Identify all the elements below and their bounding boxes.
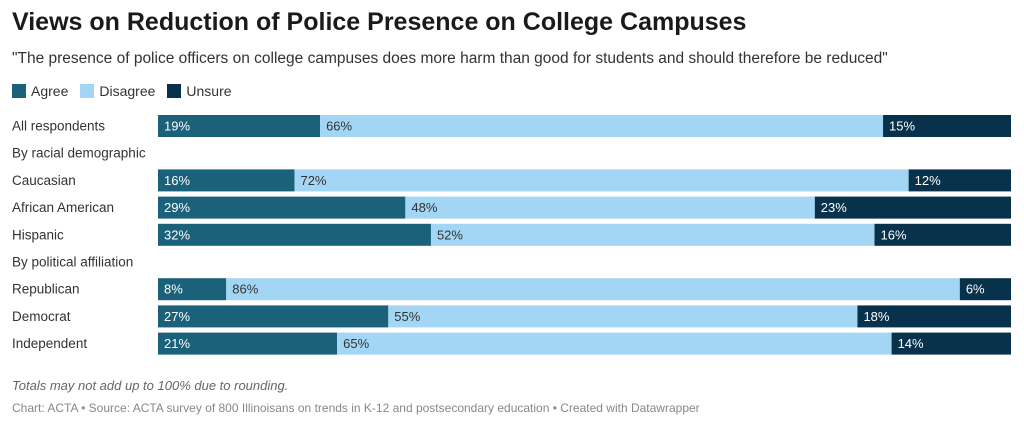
- data-label-unsure-hispanic: 16%: [881, 227, 907, 242]
- legend-label-disagree: Disagree: [99, 83, 156, 99]
- row-label: Hispanic: [12, 227, 64, 242]
- data-label-agree-independent: 21%: [164, 336, 190, 351]
- bar-agree-african-american: [158, 196, 406, 219]
- data-label-unsure-republican: 6%: [966, 282, 985, 297]
- data-label-disagree-african-american: 48%: [411, 200, 437, 215]
- legend-item-disagree: Disagree: [80, 83, 155, 99]
- legend-label-unsure: Unsure: [186, 83, 232, 99]
- bar-disagree-caucasian: [294, 169, 909, 192]
- row-label: Independent: [12, 336, 87, 351]
- row-label: Democrat: [12, 309, 71, 324]
- bar-agree-republican: [158, 278, 227, 301]
- chart-footer: Chart: ACTA • Source: ACTA survey of 800…: [12, 401, 700, 415]
- legend-item-agree: Agree: [12, 83, 68, 99]
- data-label-disagree-democrat: 55%: [394, 309, 420, 324]
- data-label-agree-african-american: 29%: [164, 200, 190, 215]
- data-label-disagree-republican: 86%: [232, 282, 258, 297]
- bar-agree-independent: [158, 332, 338, 355]
- row-label: Caucasian: [12, 173, 76, 188]
- chart-title: Views on Reduction of Police Presence on…: [12, 8, 747, 36]
- bar-disagree-democrat: [388, 305, 858, 328]
- bar-agree-democrat: [158, 305, 389, 328]
- bar-unsure-all-respondents: [883, 115, 1011, 137]
- legend-swatch-disagree: [80, 84, 95, 98]
- legend: Agree Disagree Unsure: [12, 83, 232, 99]
- data-label-agree-republican: 8%: [164, 282, 183, 297]
- data-label-disagree-all-respondents: 66%: [326, 119, 352, 134]
- group-header-label: By political affiliation: [12, 255, 133, 270]
- data-label-agree-hispanic: 32%: [164, 227, 190, 242]
- data-label-disagree-hispanic: 52%: [437, 227, 463, 242]
- bar-unsure-african-american: [814, 196, 1011, 219]
- row-label: All respondents: [12, 119, 105, 134]
- bar-agree-all-respondents: [158, 115, 321, 137]
- data-label-unsure-all-respondents: 15%: [889, 119, 915, 134]
- data-label-unsure-caucasian: 12%: [915, 173, 941, 188]
- data-label-unsure-democrat: 18%: [863, 309, 889, 324]
- data-label-agree-democrat: 27%: [164, 309, 190, 324]
- bar-disagree-all-respondents: [320, 115, 884, 137]
- stacked-bar-chart: All respondents 19% 66% 15% By racial demogr…: [12, 115, 1011, 355]
- row-label: African American: [12, 200, 114, 215]
- legend-swatch-agree: [12, 84, 26, 98]
- legend-label-agree: Agree: [31, 83, 69, 99]
- legend-item-unsure: Unsure: [167, 83, 232, 99]
- data-label-agree-all-respondents: 19%: [164, 119, 190, 134]
- bar-unsure-republican: [959, 278, 1011, 301]
- bar-disagree-hispanic: [430, 223, 875, 246]
- bar-agree-hispanic: [158, 223, 431, 246]
- group-header-label: By racial demographic: [12, 146, 146, 161]
- rounding-note: Totals may not add up to 100% due to rou…: [12, 378, 289, 393]
- bar-unsure-democrat: [857, 305, 1011, 328]
- legend-swatch-unsure: [167, 84, 182, 98]
- bar-unsure-caucasian: [908, 169, 1011, 192]
- data-label-disagree-caucasian: 72%: [300, 173, 326, 188]
- row-label: Republican: [12, 282, 80, 297]
- bar-disagree-republican: [226, 278, 960, 301]
- bar-disagree-african-american: [405, 196, 815, 219]
- data-label-agree-caucasian: 16%: [164, 173, 190, 188]
- bar-disagree-independent: [337, 332, 892, 355]
- data-label-disagree-independent: 65%: [343, 336, 369, 351]
- data-label-unsure-independent: 14%: [898, 336, 924, 351]
- chart-subtitle: "The presence of police officers on coll…: [12, 50, 888, 67]
- data-label-unsure-african-american: 23%: [821, 200, 847, 215]
- bar-unsure-independent: [891, 332, 1011, 355]
- bar-unsure-hispanic: [874, 223, 1011, 246]
- bar-agree-caucasian: [158, 169, 295, 192]
